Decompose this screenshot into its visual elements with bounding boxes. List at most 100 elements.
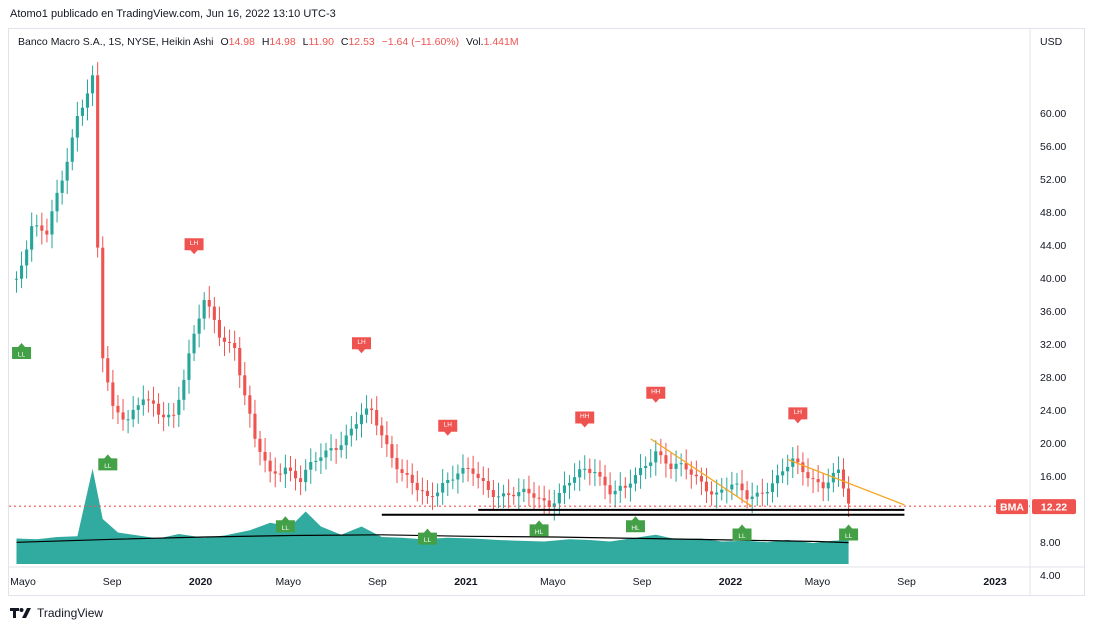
candle-body	[319, 457, 323, 461]
candle-body	[157, 403, 161, 415]
candle-body	[329, 448, 333, 451]
candle-body	[233, 342, 237, 348]
pivot-label-text: LH	[444, 421, 453, 428]
candle-body	[400, 469, 404, 473]
last-price-badge	[1032, 499, 1076, 515]
candle-body	[55, 192, 59, 212]
candle-body	[248, 395, 252, 414]
pivot-label-text: HL	[631, 525, 640, 532]
pivot-label-text: LL	[282, 525, 290, 532]
candle-body	[162, 414, 166, 418]
pivot-label-low	[625, 516, 645, 533]
candle-body	[14, 278, 18, 280]
pivot-label-high	[438, 419, 458, 436]
candle-body	[75, 116, 79, 138]
candle-body	[476, 473, 480, 478]
candle-body	[659, 451, 663, 456]
y-tick-label: 60.00	[1040, 108, 1066, 120]
candle-body	[649, 462, 653, 466]
y-tick-label: 20.00	[1040, 438, 1066, 450]
candle-body	[192, 333, 196, 354]
candle-body	[167, 414, 171, 418]
candle-body	[786, 466, 790, 472]
change-value: −1.64 (−11.60%)	[381, 36, 460, 48]
candle-body	[811, 478, 815, 480]
pivot-label-text: LL	[424, 537, 432, 544]
candle-body	[299, 478, 303, 482]
candle-body	[111, 382, 115, 406]
volume-ma-line	[16, 534, 849, 544]
pivot-label-high	[646, 386, 666, 403]
pivot-label-high	[351, 337, 371, 354]
candle-body	[425, 490, 429, 496]
candle-body	[446, 480, 450, 483]
candle-body	[821, 482, 825, 489]
candle-body	[562, 485, 566, 493]
candle-body	[603, 476, 607, 486]
candle-body	[461, 468, 465, 474]
pivot-label-text: HH	[580, 413, 590, 420]
pivot-label-text: LL	[738, 533, 746, 540]
candle-body	[177, 399, 181, 415]
symbol-description: Banco Macro S.A., 1S, NYSE, Heikin Ashi	[18, 36, 214, 48]
candle-body	[451, 479, 455, 481]
candle-body	[471, 468, 475, 474]
candle-body	[146, 399, 150, 401]
candle-body	[238, 348, 242, 376]
candle-body	[334, 448, 338, 450]
y-tick-label: 36.00	[1040, 306, 1066, 318]
candle-body	[735, 483, 739, 485]
candle-body	[410, 474, 414, 483]
candle-body	[187, 353, 191, 380]
x-tick-label: Mayo	[540, 576, 566, 588]
x-tick-label: Sep	[368, 576, 387, 588]
y-tick-label: 8.00	[1040, 537, 1061, 549]
pivot-label-text: LL	[104, 463, 112, 470]
trend-line	[787, 458, 905, 506]
candle-body	[750, 496, 754, 500]
footer-brand[interactable]: TradingView	[10, 606, 103, 620]
candle-body	[836, 469, 840, 473]
x-tick-label: Sep	[103, 576, 122, 588]
candle-body	[141, 399, 145, 406]
candle-body	[583, 468, 587, 470]
currency-label: USD	[1040, 36, 1063, 48]
candle-body	[116, 405, 120, 413]
candle-body	[537, 497, 541, 499]
open-value: 14.98	[228, 36, 255, 48]
candle-body	[106, 358, 110, 383]
candle-body	[202, 300, 206, 319]
candle-body	[441, 483, 445, 493]
candle-body	[573, 477, 577, 483]
candle-body	[618, 485, 622, 491]
pivot-label-low	[529, 520, 549, 537]
y-tick-label: 16.00	[1040, 471, 1066, 483]
candle-body	[496, 496, 500, 498]
candle-body	[816, 479, 820, 483]
candle-body	[654, 451, 658, 463]
low-label: L	[302, 36, 309, 48]
candle-body	[720, 489, 724, 493]
candle-body	[674, 463, 678, 469]
candle-body	[755, 492, 759, 497]
candle-body	[715, 492, 719, 495]
candle-body	[481, 478, 485, 481]
x-tick-label: Mayo	[275, 576, 301, 588]
candle-body	[268, 460, 272, 472]
candle-body	[613, 490, 617, 495]
tradingview-logo-icon	[10, 608, 31, 618]
candle-body	[370, 408, 374, 410]
symbol-badge-label: BMA	[1000, 502, 1024, 514]
candle-body	[801, 462, 805, 473]
candle-body	[486, 481, 490, 490]
y-tick-label: 4.00	[1040, 570, 1061, 582]
candle-body	[689, 469, 693, 475]
candle-body	[263, 451, 267, 461]
candle-body	[314, 460, 318, 462]
chart-frame[interactable]	[8, 28, 1085, 596]
candle-body	[466, 468, 470, 469]
y-tick-label: 56.00	[1040, 141, 1066, 153]
candle-body	[593, 472, 597, 474]
candle-body	[365, 408, 369, 415]
